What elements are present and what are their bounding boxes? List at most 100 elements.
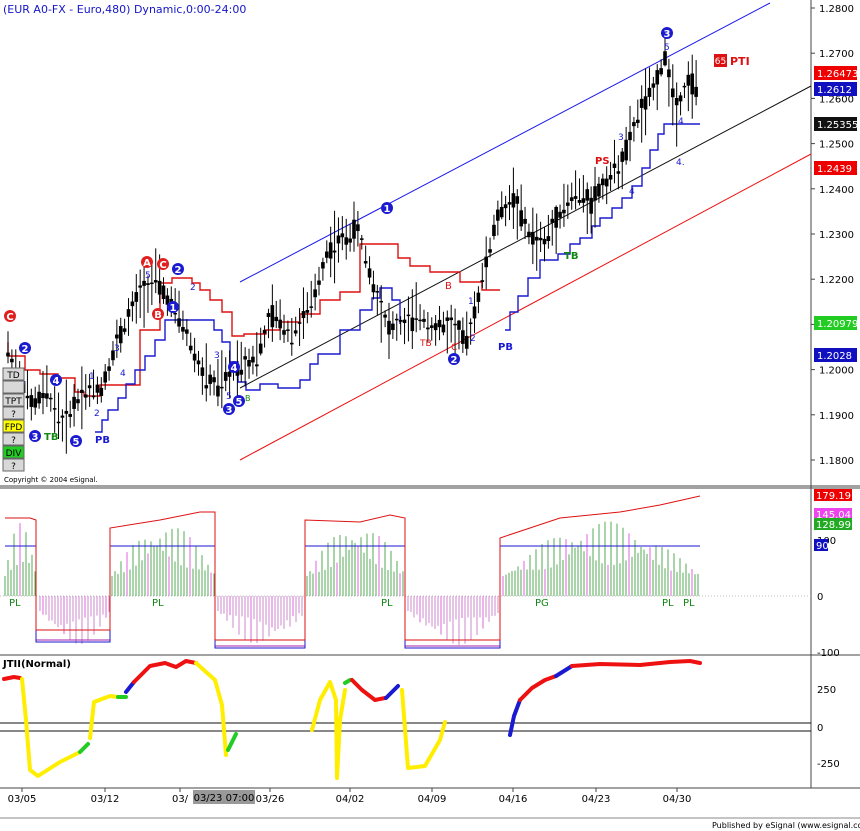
price-bar-body: [251, 356, 255, 363]
price-bar-body: [457, 320, 461, 330]
price-bar-body: [655, 70, 660, 85]
price-bar-body: [305, 309, 310, 313]
price-bar-body: [103, 371, 107, 383]
price-bar-body: [317, 280, 321, 285]
price-bar-body: [534, 236, 539, 241]
price-bar-body: [181, 326, 185, 332]
annotation-text: 5: [73, 437, 80, 448]
price-value-text: 1.2439: [817, 164, 852, 175]
price-bar-body: [29, 395, 34, 407]
side-button[interactable]: [2, 380, 25, 394]
price-bar-body: [550, 218, 555, 223]
price-bar-body: [394, 318, 399, 321]
side-button[interactable]: [2, 419, 25, 433]
wave-3-circle: [29, 430, 41, 442]
price-bar-body: [499, 206, 504, 218]
osc-value-badge: [814, 508, 852, 520]
price-bar-body: [247, 359, 251, 367]
annotation-c-circle: [4, 310, 16, 322]
side-button[interactable]: [2, 367, 25, 381]
price-bar-body: [122, 328, 127, 332]
svg-text:PL: PL: [9, 598, 21, 609]
side-button[interactable]: [2, 432, 25, 446]
jtii-title: JTII(Normal): [2, 659, 71, 670]
side-indicator-buttons[interactable]: TD TPT? FPD? DIV?: [2, 367, 25, 472]
price-bar-body: [593, 186, 597, 201]
jtii-y-axis: 250 0 -250: [817, 685, 840, 770]
osc-tick-label: 0: [817, 592, 823, 603]
svg-text:5: 5: [145, 271, 151, 281]
price-bar-body: [632, 122, 636, 127]
side-button[interactable]: [2, 445, 25, 459]
wave-2-circle: [19, 342, 31, 354]
side-button[interactable]: [2, 393, 25, 407]
price-bar-body: [33, 398, 38, 408]
annotation-text: C: [159, 260, 166, 271]
price-bar-body: [601, 178, 605, 186]
price-bar-body: [200, 367, 205, 376]
annotation-text: 3: [226, 405, 233, 416]
svg-text:3: 3: [114, 344, 120, 354]
osc-tick-label: -100: [817, 648, 840, 659]
tb-label: TB: [419, 339, 432, 349]
price-bar-body: [344, 237, 349, 245]
price-bar-body: [449, 317, 453, 321]
price-bar-body: [223, 372, 228, 381]
price-value-text: 1.2028: [817, 351, 852, 362]
price-bar-body: [68, 414, 73, 417]
price-bar-body: [414, 318, 419, 320]
cursor-date-box: [193, 790, 255, 804]
price-bar-body: [542, 238, 547, 245]
price-bar-body: [56, 421, 61, 424]
price-bar-body: [313, 289, 317, 298]
svg-text:4: 4: [629, 187, 635, 197]
price-bar-body: [523, 218, 527, 224]
price-tick-label: 1.2200: [819, 275, 854, 286]
price-bar-body: [340, 233, 345, 238]
price-bar-body: [153, 280, 158, 283]
price-bar-body: [204, 385, 209, 389]
price-bar-body: [216, 385, 220, 397]
price-bar-body: [169, 298, 174, 304]
wave-3-circle: [661, 27, 673, 39]
c-label: C: [451, 343, 457, 353]
price-bar-body: [398, 320, 403, 322]
x-tick-label: 03/05: [8, 794, 37, 805]
side-button-label: TD: [6, 371, 19, 381]
price-bar-body: [422, 318, 426, 322]
price-bar-body: [694, 86, 698, 97]
osc-value-text: 90: [816, 541, 829, 552]
b-label: B: [245, 394, 251, 403]
price-bar-body: [647, 87, 652, 97]
price-bar-body: [589, 197, 593, 214]
price-bar-body: [332, 250, 337, 253]
price-bar-body: [324, 251, 329, 258]
price-bar-body: [453, 323, 457, 326]
annotation-a-circle: [141, 256, 153, 268]
price-bar-body: [130, 301, 135, 307]
price-bar-body: [270, 305, 275, 328]
price-bar-body: [173, 312, 177, 315]
annotation-b-circle: [152, 308, 164, 320]
price-bar-body: [503, 204, 508, 209]
tb-label: TB: [44, 432, 58, 443]
price-bar-body: [472, 306, 477, 319]
price-value-badge: [814, 82, 857, 96]
price-bar-body: [177, 318, 181, 327]
price-bar-body: [274, 316, 279, 322]
svg-text:4: 4: [120, 369, 126, 379]
price-bar-body: [410, 317, 415, 332]
price-bar-body: [546, 236, 551, 242]
price-bar-body: [585, 189, 590, 201]
price-bar-body: [52, 408, 57, 410]
wave-1-circle: [381, 202, 393, 214]
price-bar-body: [383, 314, 387, 318]
side-button[interactable]: [2, 458, 25, 472]
price-bar-body: [258, 343, 263, 354]
pb-label: PB: [498, 342, 513, 353]
side-button[interactable]: [2, 406, 25, 420]
